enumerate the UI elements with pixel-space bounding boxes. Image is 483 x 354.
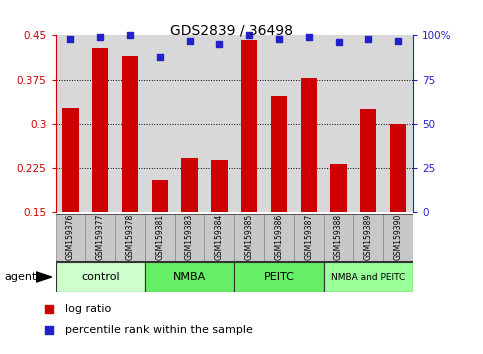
Point <box>185 38 193 44</box>
Bar <box>330 164 347 212</box>
Point <box>97 34 104 40</box>
FancyBboxPatch shape <box>115 214 145 262</box>
Point <box>126 33 134 38</box>
Bar <box>271 96 287 212</box>
Text: GSM159389: GSM159389 <box>364 214 373 260</box>
Point <box>394 38 402 44</box>
Text: percentile rank within the sample: percentile rank within the sample <box>65 325 253 335</box>
Bar <box>211 160 227 212</box>
Polygon shape <box>36 272 52 282</box>
Point <box>215 41 223 47</box>
FancyBboxPatch shape <box>204 214 234 262</box>
Point <box>45 306 53 312</box>
FancyBboxPatch shape <box>234 214 264 262</box>
Bar <box>241 40 257 212</box>
Bar <box>92 48 108 212</box>
Text: NMBA and PEITC: NMBA and PEITC <box>331 273 405 281</box>
FancyBboxPatch shape <box>324 214 354 262</box>
Point <box>156 54 164 59</box>
Text: NMBA: NMBA <box>173 272 206 282</box>
FancyBboxPatch shape <box>145 262 234 292</box>
FancyBboxPatch shape <box>56 214 85 262</box>
Text: agent: agent <box>5 272 37 282</box>
FancyBboxPatch shape <box>324 262 413 292</box>
Bar <box>182 158 198 212</box>
Text: GSM159384: GSM159384 <box>215 214 224 260</box>
FancyBboxPatch shape <box>56 262 145 292</box>
FancyBboxPatch shape <box>145 214 175 262</box>
Text: GSM159378: GSM159378 <box>126 214 134 260</box>
Point <box>245 33 253 38</box>
Point <box>67 36 74 42</box>
Bar <box>122 56 138 212</box>
Point <box>305 34 313 40</box>
FancyBboxPatch shape <box>294 214 324 262</box>
Text: GSM159388: GSM159388 <box>334 214 343 260</box>
Text: PEITC: PEITC <box>264 272 294 282</box>
Text: control: control <box>81 272 119 282</box>
FancyBboxPatch shape <box>175 214 204 262</box>
FancyBboxPatch shape <box>85 214 115 262</box>
Point <box>45 327 53 333</box>
Text: GSM159390: GSM159390 <box>394 214 402 260</box>
Text: GSM159377: GSM159377 <box>96 214 105 260</box>
Text: GSM159383: GSM159383 <box>185 214 194 260</box>
Bar <box>360 109 376 212</box>
Point <box>275 36 283 42</box>
Text: GSM159386: GSM159386 <box>274 214 284 260</box>
Text: GDS2839 / 36498: GDS2839 / 36498 <box>170 23 293 37</box>
Text: GSM159387: GSM159387 <box>304 214 313 260</box>
Text: GSM159381: GSM159381 <box>156 214 164 260</box>
FancyBboxPatch shape <box>354 214 383 262</box>
Text: GSM159376: GSM159376 <box>66 214 75 260</box>
Point <box>364 36 372 42</box>
Bar <box>300 78 317 212</box>
Bar <box>390 124 406 212</box>
Text: GSM159385: GSM159385 <box>245 214 254 260</box>
FancyBboxPatch shape <box>264 214 294 262</box>
FancyBboxPatch shape <box>234 262 324 292</box>
Bar <box>62 108 79 212</box>
Bar <box>152 180 168 212</box>
Text: log ratio: log ratio <box>65 304 112 314</box>
Point <box>335 40 342 45</box>
FancyBboxPatch shape <box>383 214 413 262</box>
